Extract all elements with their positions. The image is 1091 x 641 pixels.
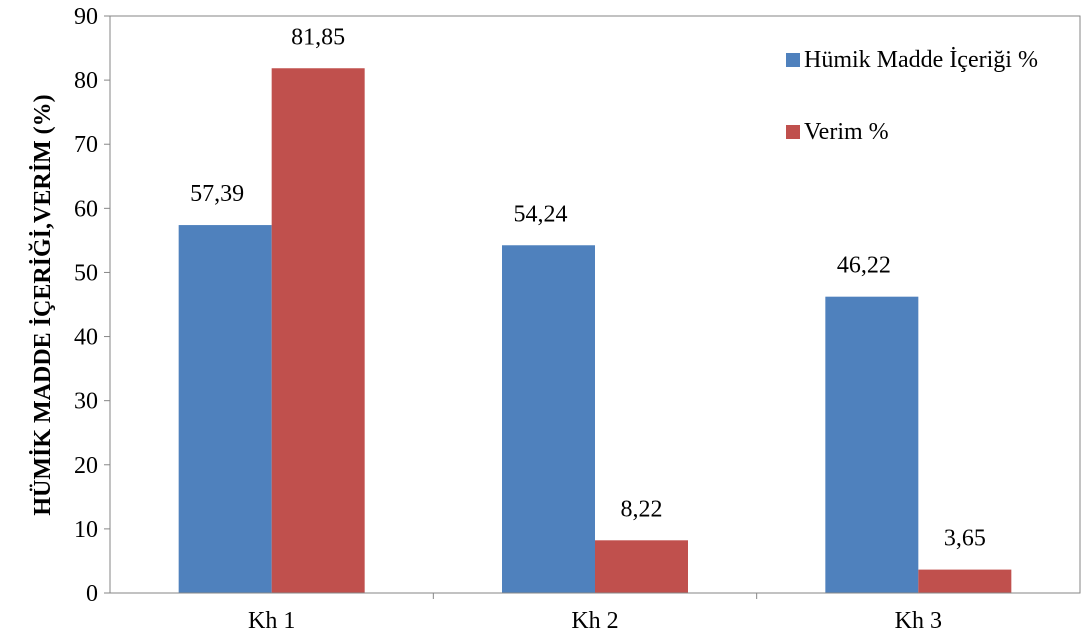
legend: Hümik Madde İçeriği % Verim % [786, 47, 1038, 145]
data-label: 3,65 [944, 526, 986, 552]
bar-humik-madde [502, 245, 595, 593]
data-label: 81,85 [291, 24, 345, 50]
bar-humik-madde [178, 225, 272, 593]
y-axis-title: HÜMİK MADDE İÇERİĞİ,VERİM (%) [29, 94, 56, 515]
data-label: 8,22 [621, 496, 663, 522]
y-tick-label: 60 [74, 196, 98, 222]
axes: 0 10 20 30 40 50 60 70 80 90 Kh 1 Kh 2 Kh 3 [74, 4, 1081, 634]
legend-label: Hümik Madde İçeriği % [804, 47, 1038, 73]
data-label: 57,39 [190, 181, 244, 207]
legend-swatch [786, 125, 800, 139]
y-tick-label: 70 [74, 132, 98, 158]
bar-verim [918, 569, 1012, 593]
y-tick-label: 50 [74, 260, 98, 286]
bar-humik-madde [825, 296, 919, 593]
x-tick-label: Kh 2 [571, 608, 618, 634]
y-tick-label: 80 [74, 68, 98, 94]
y-tick-label: 40 [74, 325, 98, 351]
y-tick-label: 0 [86, 581, 98, 607]
x-tick-label: Kh 3 [895, 608, 942, 634]
data-label: 46,22 [837, 253, 891, 279]
y-tick-label: 90 [74, 4, 98, 30]
y-tick-label: 20 [74, 453, 98, 479]
y-tick-label: 10 [74, 517, 98, 543]
plot-border [109, 15, 1081, 594]
legend-swatch [786, 53, 800, 67]
x-tick-label: Kh 1 [248, 608, 295, 634]
y-tick-label: 30 [74, 389, 98, 415]
data-label: 54,24 [514, 201, 568, 227]
legend-label: Verim % [804, 119, 889, 145]
plot-area: 57,39 81,85 54,24 8,22 46,22 3,65 [178, 24, 1012, 594]
bar-verim [271, 68, 365, 594]
bar-verim [595, 540, 688, 593]
